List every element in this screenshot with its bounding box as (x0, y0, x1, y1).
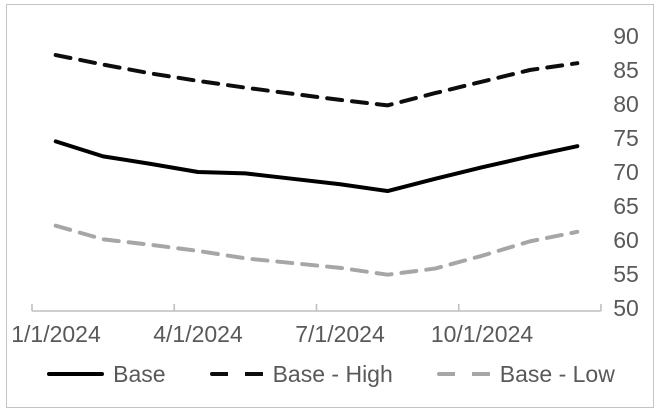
legend: Base Base - High Base - Low (0, 357, 662, 391)
base-low-line-swatch-icon (436, 372, 491, 376)
y-tick-label: 80 (613, 91, 639, 117)
x-tick-label: 4/1/2024 (153, 321, 243, 347)
legend-label: Base - Low (499, 360, 615, 387)
y-tick-label: 60 (613, 227, 639, 253)
legend-item-base-high: Base - High (209, 360, 393, 388)
y-tick-label: 90 (613, 23, 639, 49)
y-tick-label: 75 (613, 125, 639, 151)
y-tick-label: 50 (613, 295, 639, 321)
y-tick-label: 70 (613, 159, 639, 185)
y-tick-label: 55 (613, 261, 639, 287)
legend-label: Base (113, 360, 166, 387)
base-line-swatch-icon (47, 372, 105, 376)
y-tick-label: 85 (613, 57, 639, 83)
base-high-line-swatch-icon (209, 372, 264, 376)
legend-item-base-low: Base - Low (436, 360, 615, 388)
x-tick-label: 10/1/2024 (430, 321, 534, 347)
x-tick-label: 1/1/2024 (11, 321, 101, 347)
chart-border (6, 4, 654, 408)
legend-item-base: Base (47, 360, 166, 388)
y-tick-label: 65 (613, 193, 639, 219)
legend-label: Base - High (272, 360, 393, 387)
x-tick-label: 7/1/2024 (295, 321, 385, 347)
